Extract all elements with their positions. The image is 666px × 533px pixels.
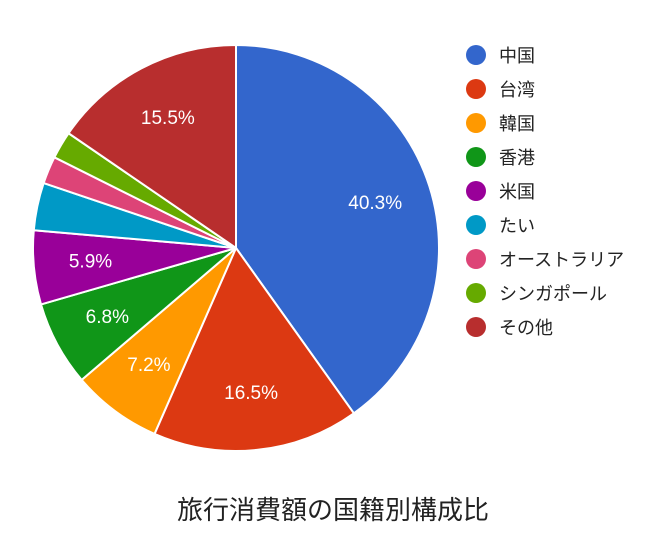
legend-label-8: シンガポール: [499, 284, 607, 305]
legend-label-2: 台湾: [499, 80, 535, 101]
legend-item-8[interactable]: シンガポール: [466, 276, 666, 310]
legend-swatch-7: [466, 249, 486, 269]
legend-swatch-8: [466, 283, 486, 303]
pie-slice-9[interactable]: [67, 44, 237, 249]
legend-swatch-2: [466, 79, 486, 99]
legend-item-3[interactable]: 韓国: [466, 106, 666, 140]
pie-slice-label-3: 7.2%: [127, 355, 170, 376]
pie-slice-label-1: 40.3%: [348, 193, 402, 214]
pie-slice-1[interactable]: [235, 44, 440, 415]
pie-slice-labels: 40.3% 16.5% 7.2% 6.8% 5.9% 15.5%: [69, 108, 402, 404]
legend-label-7: オーストラリア: [499, 250, 625, 271]
pie-slice-label-5: 5.9%: [69, 252, 112, 273]
pie-slice-label-9: 15.5%: [141, 108, 195, 129]
legend-swatch-6: [466, 215, 486, 235]
pie-slice-label-2: 16.5%: [224, 383, 278, 404]
legend-item-6[interactable]: たい: [466, 208, 666, 242]
legend-label-3: 韓国: [499, 114, 535, 135]
legend-item-1[interactable]: 中国: [466, 38, 666, 72]
legend-swatch-4: [466, 147, 486, 167]
legend-item-4[interactable]: 香港: [466, 140, 666, 174]
chart-title: 旅行消費額の国籍別構成比: [176, 496, 489, 526]
legend-item-9[interactable]: その他: [466, 310, 666, 344]
legend-item-5[interactable]: 米国: [466, 174, 666, 208]
legend-item-7[interactable]: オーストラリア: [466, 242, 666, 276]
pie-slice-2[interactable]: [153, 247, 355, 452]
pie-slices: [32, 44, 440, 452]
legend-swatch-9: [466, 317, 486, 337]
legend-item-2[interactable]: 台湾: [466, 72, 666, 106]
legend-label-4: 香港: [499, 148, 535, 169]
legend-swatch-3: [466, 113, 486, 133]
legend-label-6: たい: [499, 216, 535, 237]
legend-swatch-5: [466, 181, 486, 201]
legend-label-5: 米国: [499, 182, 535, 203]
legend: 中国台湾韓国香港米国たいオーストラリア シンガポール その他: [466, 38, 666, 344]
legend-label-9: その他: [499, 318, 553, 339]
legend-swatch-1: [466, 45, 486, 65]
pie-slice-label-4: 6.8%: [86, 307, 129, 328]
legend-label-1: 中国: [499, 46, 535, 67]
